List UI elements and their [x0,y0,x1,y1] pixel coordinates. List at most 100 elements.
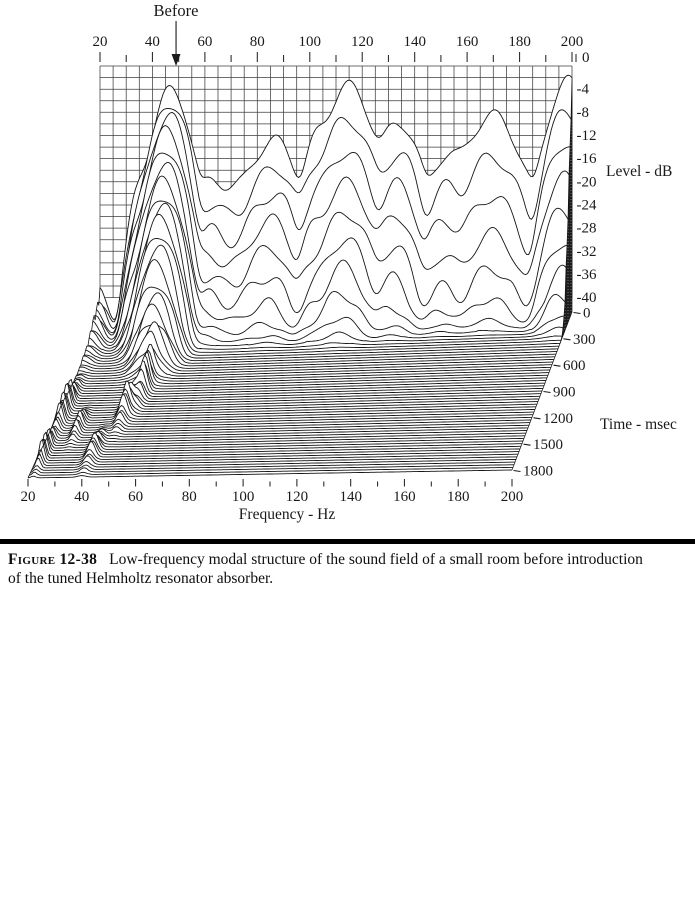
slice-line [95,152,569,336]
slice-line [77,346,554,377]
level-axis-title: Level - dB [606,163,672,180]
top-axis-label: 140 [403,34,426,50]
figure-number: Figure 12-38 [8,550,98,568]
waterfall-slices [27,74,573,479]
slice-line [73,359,551,385]
level-axis-label: -16 [577,151,597,167]
top-axis-ticks [99,52,573,62]
level-axis-label: -32 [577,244,597,260]
slice-line [48,424,530,437]
slice-line [64,378,543,402]
level-axis-label: -4 [577,82,590,98]
slice-line [88,213,564,352]
slice-line [38,439,521,456]
bottom-axis-label: 60 [128,489,143,505]
level-axis-label: -40 [577,290,597,306]
bottom-axis-label: 80 [182,489,197,505]
slice-line [29,466,513,476]
time-axis-label: 1500 [533,437,563,453]
slice-line [87,238,563,355]
top-axis-label: 160 [456,34,479,50]
bottom-axis-label: 20 [21,489,36,505]
top-axis-label: 80 [250,34,265,50]
slice-line [33,453,518,466]
bottom-axis-label: 200 [501,489,524,505]
top-axis-label: 40 [145,34,160,50]
slice-line [44,430,527,444]
slice-line [84,286,559,362]
time-axis-label: 0 [583,306,591,322]
figure-caption: Figure 12-38 Low-frequency modal structur… [8,550,656,589]
slice-line [45,430,527,442]
slice-line [27,469,512,479]
slice-line [96,125,570,334]
time-axis-tick [533,417,541,420]
slice-line [55,401,536,422]
slice-line [34,449,518,464]
bottom-axis-label: 40 [74,489,89,505]
slice-line [52,410,533,427]
slice-line [79,321,555,372]
figure-caption-text: Low-frequency modal structure of the sou… [8,550,643,588]
time-axis-tick [513,469,521,473]
slice-line [63,381,543,404]
slice-line [43,428,525,447]
top-axis-label: 100 [299,34,322,50]
slice-line [86,244,561,357]
level-axis: 0 -4 -8 -12 -16 -20 -24 -28 -32 -36 -40 Level - dB [575,50,672,306]
slice-line [58,388,539,414]
slice-line [51,414,533,429]
time-axis-label: 300 [573,332,596,348]
level-axis-label: -12 [577,128,597,144]
slice-line [39,431,522,454]
slice-line [97,112,571,330]
bottom-axis-label: 160 [393,489,416,505]
slice-line [67,368,546,397]
time-axis-label: 1200 [543,411,573,427]
time-axis-title: Time - msec [600,416,677,433]
bottom-axis-label: 120 [286,489,309,505]
slice-line [80,323,557,370]
slice-line [59,380,540,412]
before-label: Before [154,1,199,20]
time-axis-label: 600 [563,358,586,374]
slice-line [68,360,546,395]
level-axis-label: -24 [577,198,597,214]
slice-fill [77,347,553,377]
left-surface-edge [27,287,101,479]
time-axis-label: 1800 [523,464,553,480]
slice-line [53,401,534,424]
bottom-frequency-axis: 20 40 60 80 100 120 140 160 180 200 Frequency - Hz [21,479,524,523]
slice-line [72,352,549,387]
slice-line [56,393,536,419]
slice-line [85,259,560,360]
slice-line [92,175,567,343]
top-axis-label: 180 [508,34,531,50]
level-axis-label: 0 [582,50,590,66]
slice-line [41,434,524,449]
top-axis-label: 20 [93,34,108,50]
time-axis-tick [553,364,561,367]
slice-line [78,330,555,375]
top-axis-label: 200 [561,34,584,50]
slice-fill [94,162,567,343]
bottom-axis-label: 180 [447,489,470,505]
slice-line [83,292,559,365]
slice-fill [79,321,555,372]
top-axis-label: 60 [197,34,212,50]
time-axis: 0 300 600 900 1200 1500 1800 Time - msec [513,306,677,480]
slice-line [81,303,558,367]
slice-line [32,457,516,469]
level-axis-label: -28 [577,221,597,237]
slice-line [70,354,549,390]
slice-line [46,426,528,439]
time-axis-tick [523,443,531,446]
slice-line [50,418,531,432]
time-axis-tick [573,311,581,315]
slice-line [98,107,572,323]
slice-line [37,438,521,459]
top-axis-label: 120 [351,34,374,50]
slice-line [62,384,542,407]
time-axis-label: 900 [553,385,576,401]
